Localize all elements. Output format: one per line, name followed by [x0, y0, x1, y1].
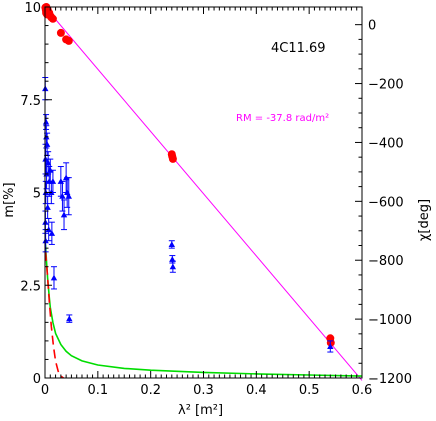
polarization-point: [48, 230, 56, 236]
y-tick-label: 7.5: [20, 94, 41, 109]
model-lines: [44, 6, 363, 381]
y2-tick-label: −400: [368, 136, 404, 151]
y2-tick-label: 0: [368, 19, 376, 34]
y-tick-label: 10: [24, 1, 41, 16]
y2-tick-label: −600: [368, 195, 404, 210]
depolarization-model-green-line: [44, 244, 363, 377]
y2-tick-label: −1000: [368, 313, 412, 328]
x-tick-label: 0.5: [299, 383, 320, 398]
y-tick-label: 2.5: [20, 279, 41, 294]
x-tick-label: 0: [41, 383, 49, 398]
y2-tick-label: −800: [368, 254, 404, 269]
y2-axis-label: χ[deg]: [417, 199, 432, 241]
polarization-point: [49, 178, 57, 184]
chart-title: 4C11.69: [271, 41, 326, 56]
polarization-point: [45, 226, 52, 233]
x-tick-label: 0.3: [193, 383, 214, 398]
x-axis-label: λ² [m²]: [178, 403, 223, 418]
polarization-point: [66, 315, 73, 322]
axis-ticks: 0 0.1 0.2 0.3 0.4 0.5 0.6 0 2.5 5 7.5 10 0 −200 −400 −6…: [20, 1, 412, 398]
polarization-point: [168, 241, 175, 247]
polarization-point: [59, 193, 66, 199]
x-tick-label: 0.2: [140, 383, 161, 398]
x-tick-label: 0.4: [246, 383, 267, 398]
y2-tick-label: −200: [368, 78, 404, 93]
polarization-point: [327, 343, 334, 350]
polarization-point: [65, 193, 72, 199]
y-axis-label: m[%]: [2, 182, 17, 217]
polarization-point: [169, 263, 177, 270]
x-tick-label: 0.6: [352, 383, 373, 398]
polarization-point: [42, 237, 49, 244]
depolarization-model-red-line: [44, 251, 64, 379]
angle-point: [168, 154, 177, 163]
y2-tick-label: −1200: [368, 372, 412, 387]
polarization-point: [43, 141, 51, 147]
y-tick-label: 5: [33, 187, 41, 202]
angle-point: [64, 36, 73, 45]
polarization-point: [42, 118, 50, 125]
angle-point: [56, 28, 65, 37]
rm-fit-line: [44, 6, 363, 381]
polarization-point: [60, 211, 68, 218]
y-tick-label: 0: [33, 372, 41, 387]
polarization-point: [50, 274, 58, 281]
polarization-point: [44, 159, 52, 166]
angle-point: [48, 14, 57, 23]
polarization-point: [44, 204, 51, 210]
polarization-point: [169, 256, 176, 262]
rm-annotation: RM = -37.8 rad/m²: [236, 113, 329, 124]
x-tick-label: 0.1: [87, 383, 108, 398]
